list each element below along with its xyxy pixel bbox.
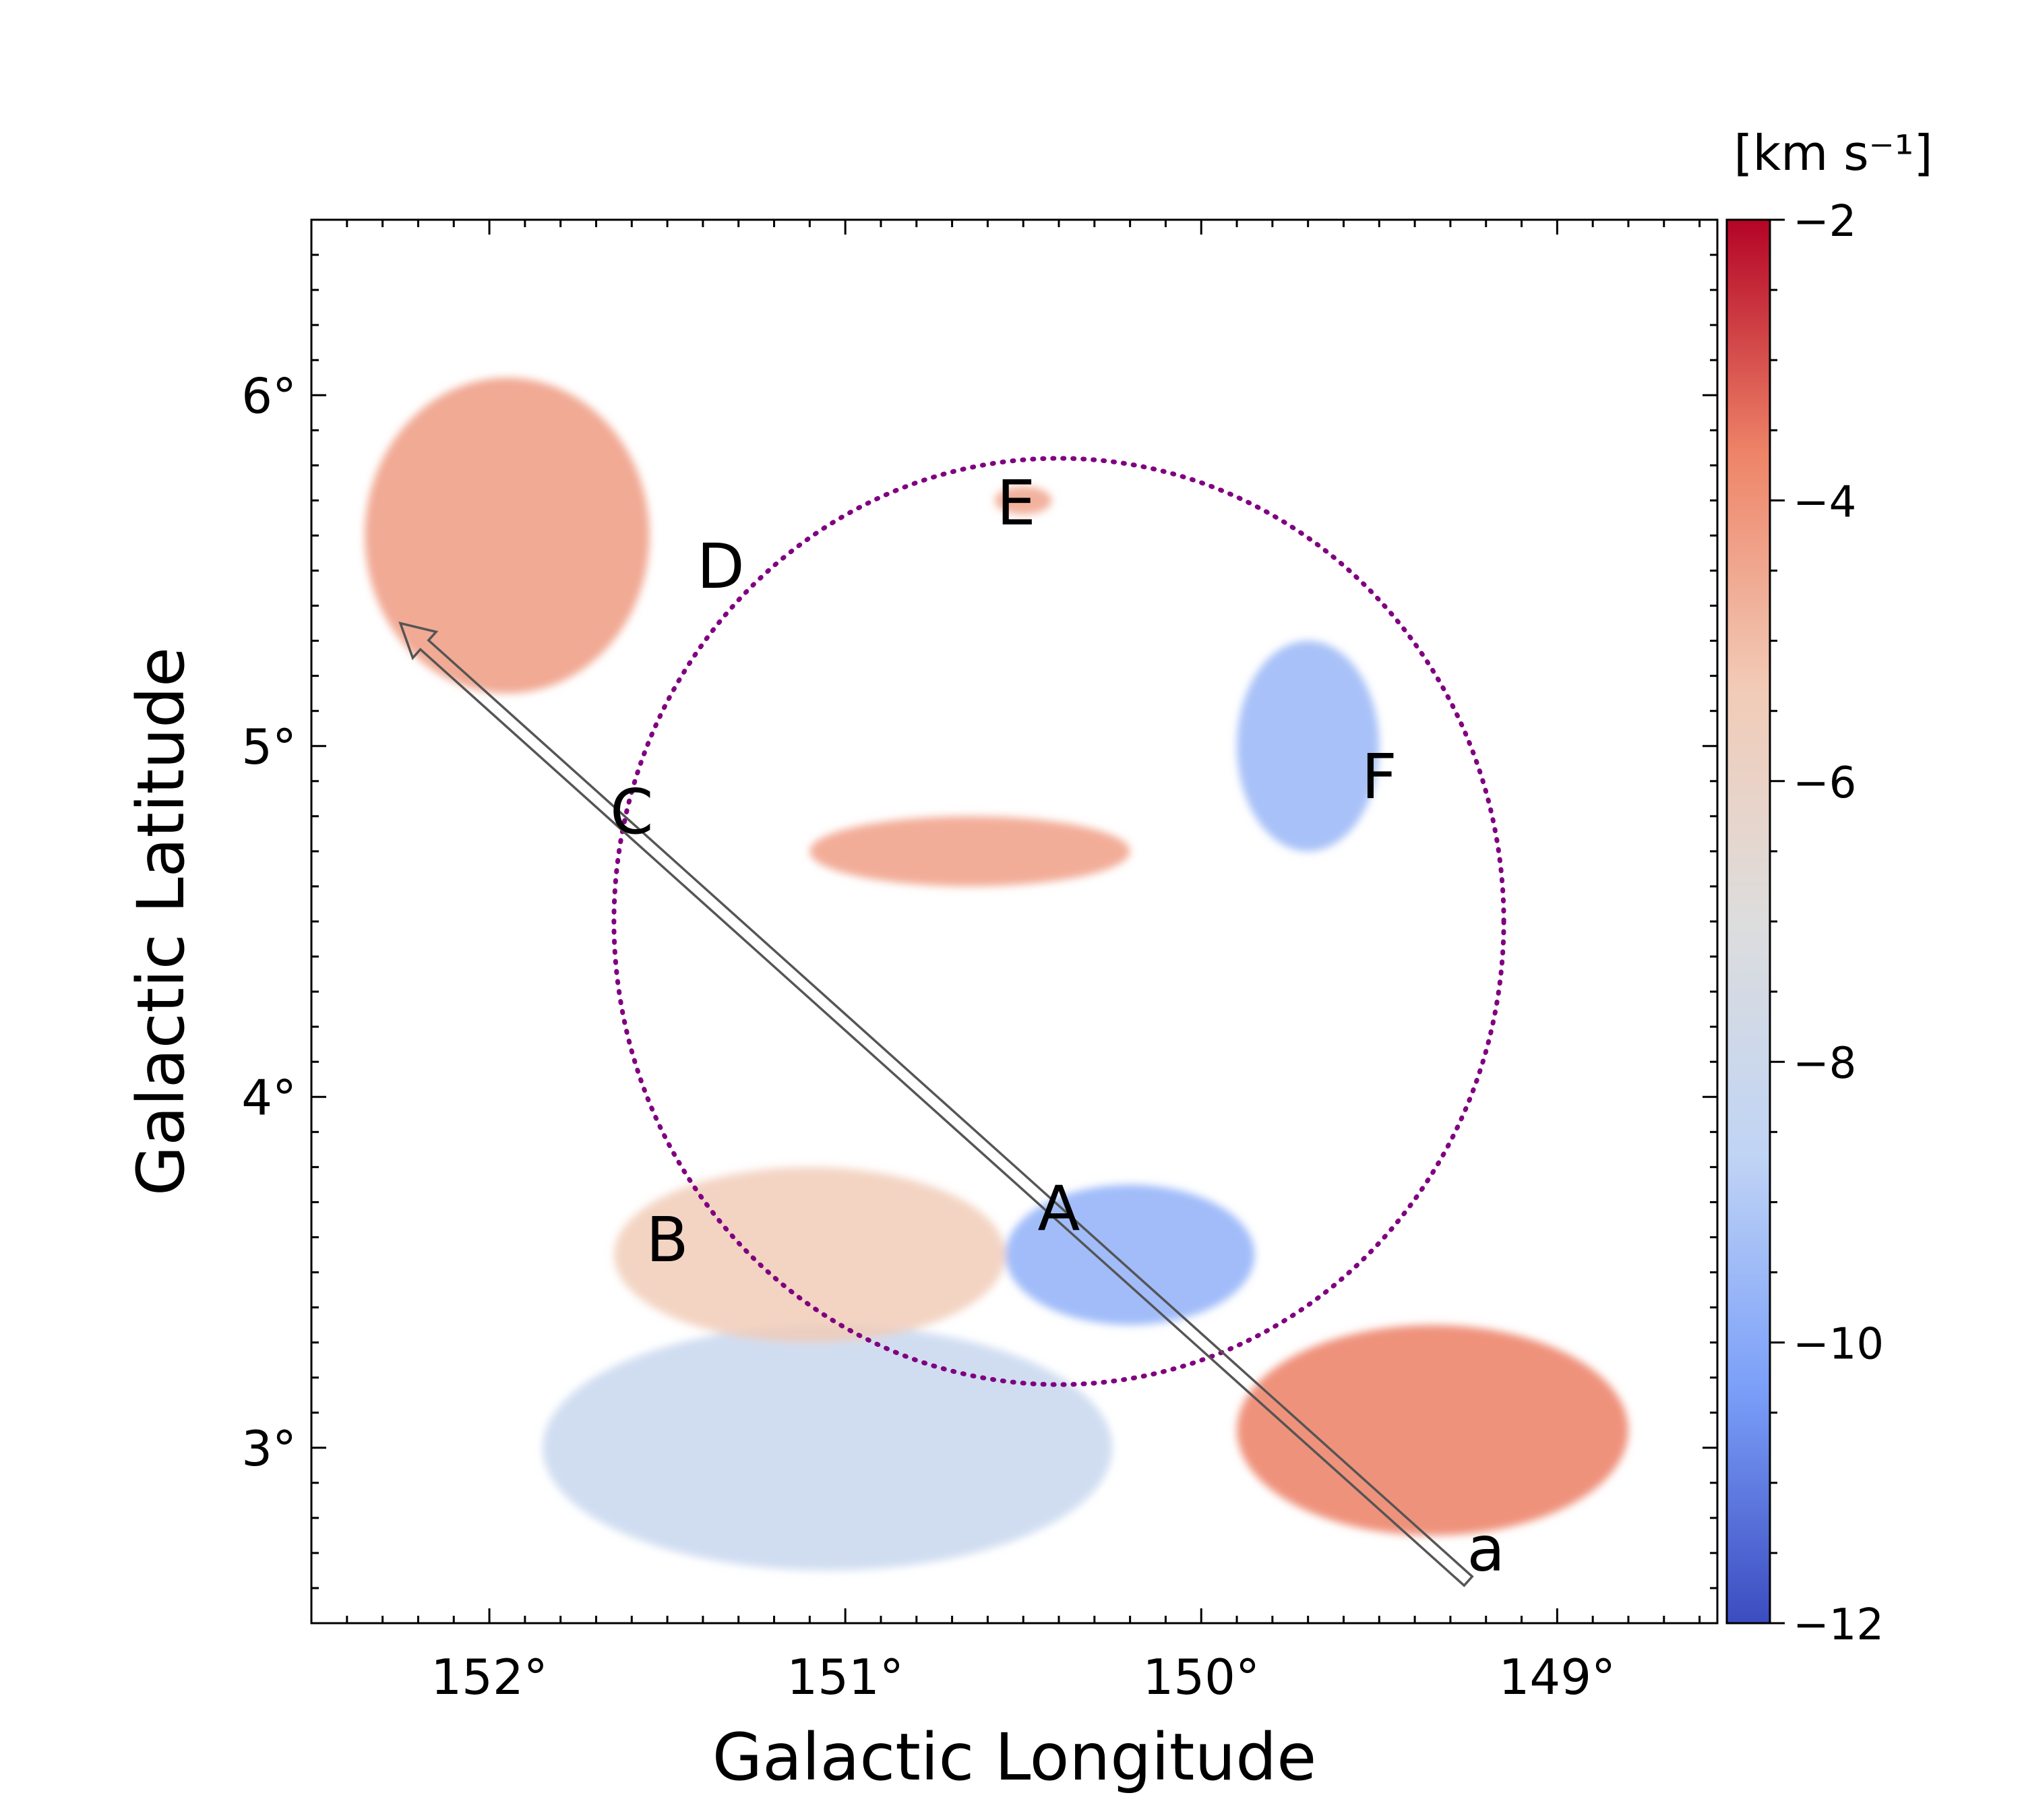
colorbar-ticks: −2 −4 −6 −8 −10 −12: [1770, 197, 1884, 1650]
x-tick-label: 151°: [787, 1649, 903, 1705]
colorbar-tick-label: −12: [1793, 1600, 1884, 1650]
colorbar-label: [km s⁻¹]: [1734, 125, 1932, 181]
velocity-region: [365, 377, 650, 694]
region-label: D: [697, 530, 745, 603]
cut-arrow: [398, 621, 1474, 1587]
colorbar-tick-label: −2: [1793, 197, 1856, 247]
y-tick-label: 4°: [241, 1069, 297, 1126]
velocity-region: [543, 1325, 1113, 1571]
x-axis-label: Galactic Longitude: [712, 1720, 1317, 1795]
shell-ellipse: [611, 456, 1506, 1387]
x-tick-label: 149°: [1499, 1649, 1616, 1705]
velocity-region: [809, 816, 1130, 886]
velocity-region: [1237, 1325, 1628, 1536]
velocity-map: [365, 377, 1628, 1571]
x-axis: 152° 151° 150° 149°: [310, 220, 1701, 1705]
x-tick-label: 152°: [431, 1649, 547, 1705]
colorbar-tick-label: −10: [1793, 1320, 1884, 1370]
velocity-region: [1237, 640, 1380, 851]
cut-arrow-outline: [398, 621, 1474, 1587]
y-tick-label: 3°: [241, 1420, 297, 1477]
colorbar-tick-label: −8: [1793, 1039, 1856, 1089]
region-labels: A B C D E Fa: [610, 467, 1505, 1585]
y-axis: 3° 4° 5° 6°: [241, 218, 1717, 1625]
region-label: F: [1361, 741, 1397, 813]
colorbar-tick-label: −6: [1793, 758, 1856, 808]
y-axis-label: Galactic Latitude: [123, 647, 199, 1196]
region-label: E: [997, 467, 1036, 539]
velocity-region: [994, 486, 1052, 515]
velocity-region: [1005, 1184, 1255, 1325]
region-label: C: [610, 776, 653, 848]
region-label: B: [646, 1204, 689, 1276]
region-label: a: [1467, 1513, 1505, 1585]
y-tick-label: 6°: [241, 367, 297, 424]
colorbar: [1727, 220, 1770, 1623]
x-tick-label: 150°: [1143, 1649, 1260, 1705]
y-tick-label: 5°: [241, 719, 297, 775]
region-label: A: [1038, 1172, 1080, 1244]
colorbar-tick-label: −4: [1793, 477, 1856, 527]
